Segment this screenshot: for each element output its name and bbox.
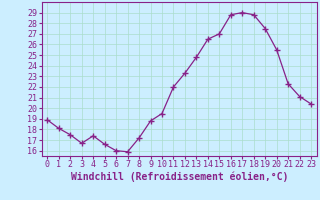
X-axis label: Windchill (Refroidissement éolien,°C): Windchill (Refroidissement éolien,°C) [70,172,288,182]
